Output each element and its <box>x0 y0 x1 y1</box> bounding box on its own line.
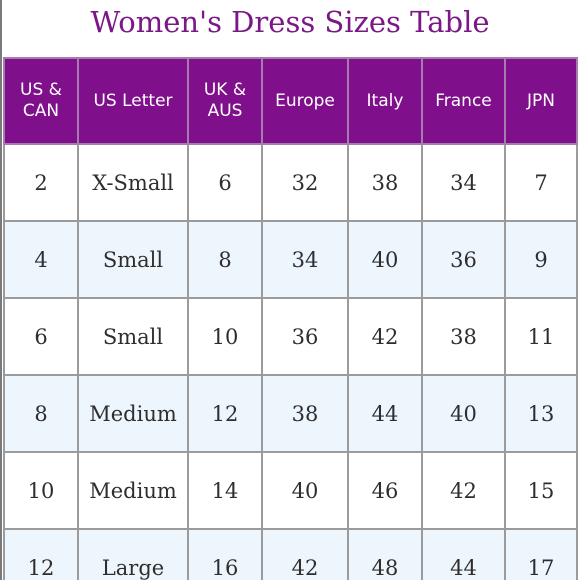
header-us-can: US & CAN <box>3 57 79 145</box>
cell-france: 44 <box>421 528 506 580</box>
cell-uk-aus: 14 <box>187 451 263 530</box>
cell-us-letter: Small <box>77 297 189 376</box>
header-jpn-text: JPN <box>527 90 555 111</box>
cell-uk-aus: 8 <box>187 220 263 299</box>
cell-uk-aus: 12 <box>187 374 263 453</box>
cell-jpn: 11 <box>504 297 578 376</box>
cell-italy: 40 <box>347 220 423 299</box>
header-us-can-line2: CAN <box>22 101 60 121</box>
cell-jpn: 15 <box>504 451 578 530</box>
cell-us-can: 6 <box>3 297 79 376</box>
left-border-line <box>0 0 2 580</box>
cell-us-letter: Medium <box>77 451 189 530</box>
cell-italy: 46 <box>347 451 423 530</box>
header-europe-text: Europe <box>275 90 335 111</box>
header-uk-aus-line1: UK & <box>203 80 247 100</box>
cell-italy: 48 <box>347 528 423 580</box>
header-italy-text: Italy <box>366 90 404 111</box>
header-europe: Europe <box>261 57 349 145</box>
header-us-can-line1: US & <box>20 80 62 100</box>
table-row: 6 Small 10 36 42 38 11 <box>3 297 578 376</box>
cell-france: 36 <box>421 220 506 299</box>
cell-jpn: 9 <box>504 220 578 299</box>
cell-us-can: 2 <box>3 143 79 222</box>
table-row: 10 Medium 14 40 46 42 15 <box>3 451 578 530</box>
cell-jpn: 17 <box>504 528 578 580</box>
cell-europe: 32 <box>261 143 349 222</box>
header-us-letter-text: US Letter <box>93 90 173 111</box>
cell-us-letter: Small <box>77 220 189 299</box>
cell-europe: 36 <box>261 297 349 376</box>
cell-us-can: 8 <box>3 374 79 453</box>
cell-us-letter: X-Small <box>77 143 189 222</box>
table-header-row: US & CAN US Letter UK & AUS Europe Italy <box>3 57 578 145</box>
dress-size-table: US & CAN US Letter UK & AUS Europe Italy <box>3 57 578 580</box>
cell-us-can: 12 <box>3 528 79 580</box>
table-row: 4 Small 8 34 40 36 9 <box>3 220 578 299</box>
header-france: France <box>421 57 506 145</box>
page-title: Women's Dress Sizes Table <box>90 5 490 39</box>
cell-uk-aus: 6 <box>187 143 263 222</box>
cell-europe: 34 <box>261 220 349 299</box>
cell-jpn: 13 <box>504 374 578 453</box>
header-france-text: France <box>435 90 492 111</box>
cell-france: 40 <box>421 374 506 453</box>
table-row: 2 X-Small 6 32 38 34 7 <box>3 143 578 222</box>
table-row: 8 Medium 12 38 44 40 13 <box>3 374 578 453</box>
cell-italy: 44 <box>347 374 423 453</box>
table-row: 12 Large 16 42 48 44 17 <box>3 528 578 580</box>
cell-us-can: 10 <box>3 451 79 530</box>
cell-uk-aus: 10 <box>187 297 263 376</box>
cell-us-letter: Large <box>77 528 189 580</box>
cell-italy: 38 <box>347 143 423 222</box>
cell-jpn: 7 <box>504 143 578 222</box>
header-jpn: JPN <box>504 57 578 145</box>
cell-france: 38 <box>421 297 506 376</box>
header-uk-aus: UK & AUS <box>187 57 263 145</box>
cell-uk-aus: 16 <box>187 528 263 580</box>
cell-us-can: 4 <box>3 220 79 299</box>
cell-france: 42 <box>421 451 506 530</box>
header-italy: Italy <box>347 57 423 145</box>
cell-europe: 42 <box>261 528 349 580</box>
cell-france: 34 <box>421 143 506 222</box>
cell-us-letter: Medium <box>77 374 189 453</box>
header-uk-aus-line2: AUS <box>207 101 243 121</box>
header-us-letter: US Letter <box>77 57 189 145</box>
cell-italy: 42 <box>347 297 423 376</box>
cell-europe: 40 <box>261 451 349 530</box>
cell-europe: 38 <box>261 374 349 453</box>
